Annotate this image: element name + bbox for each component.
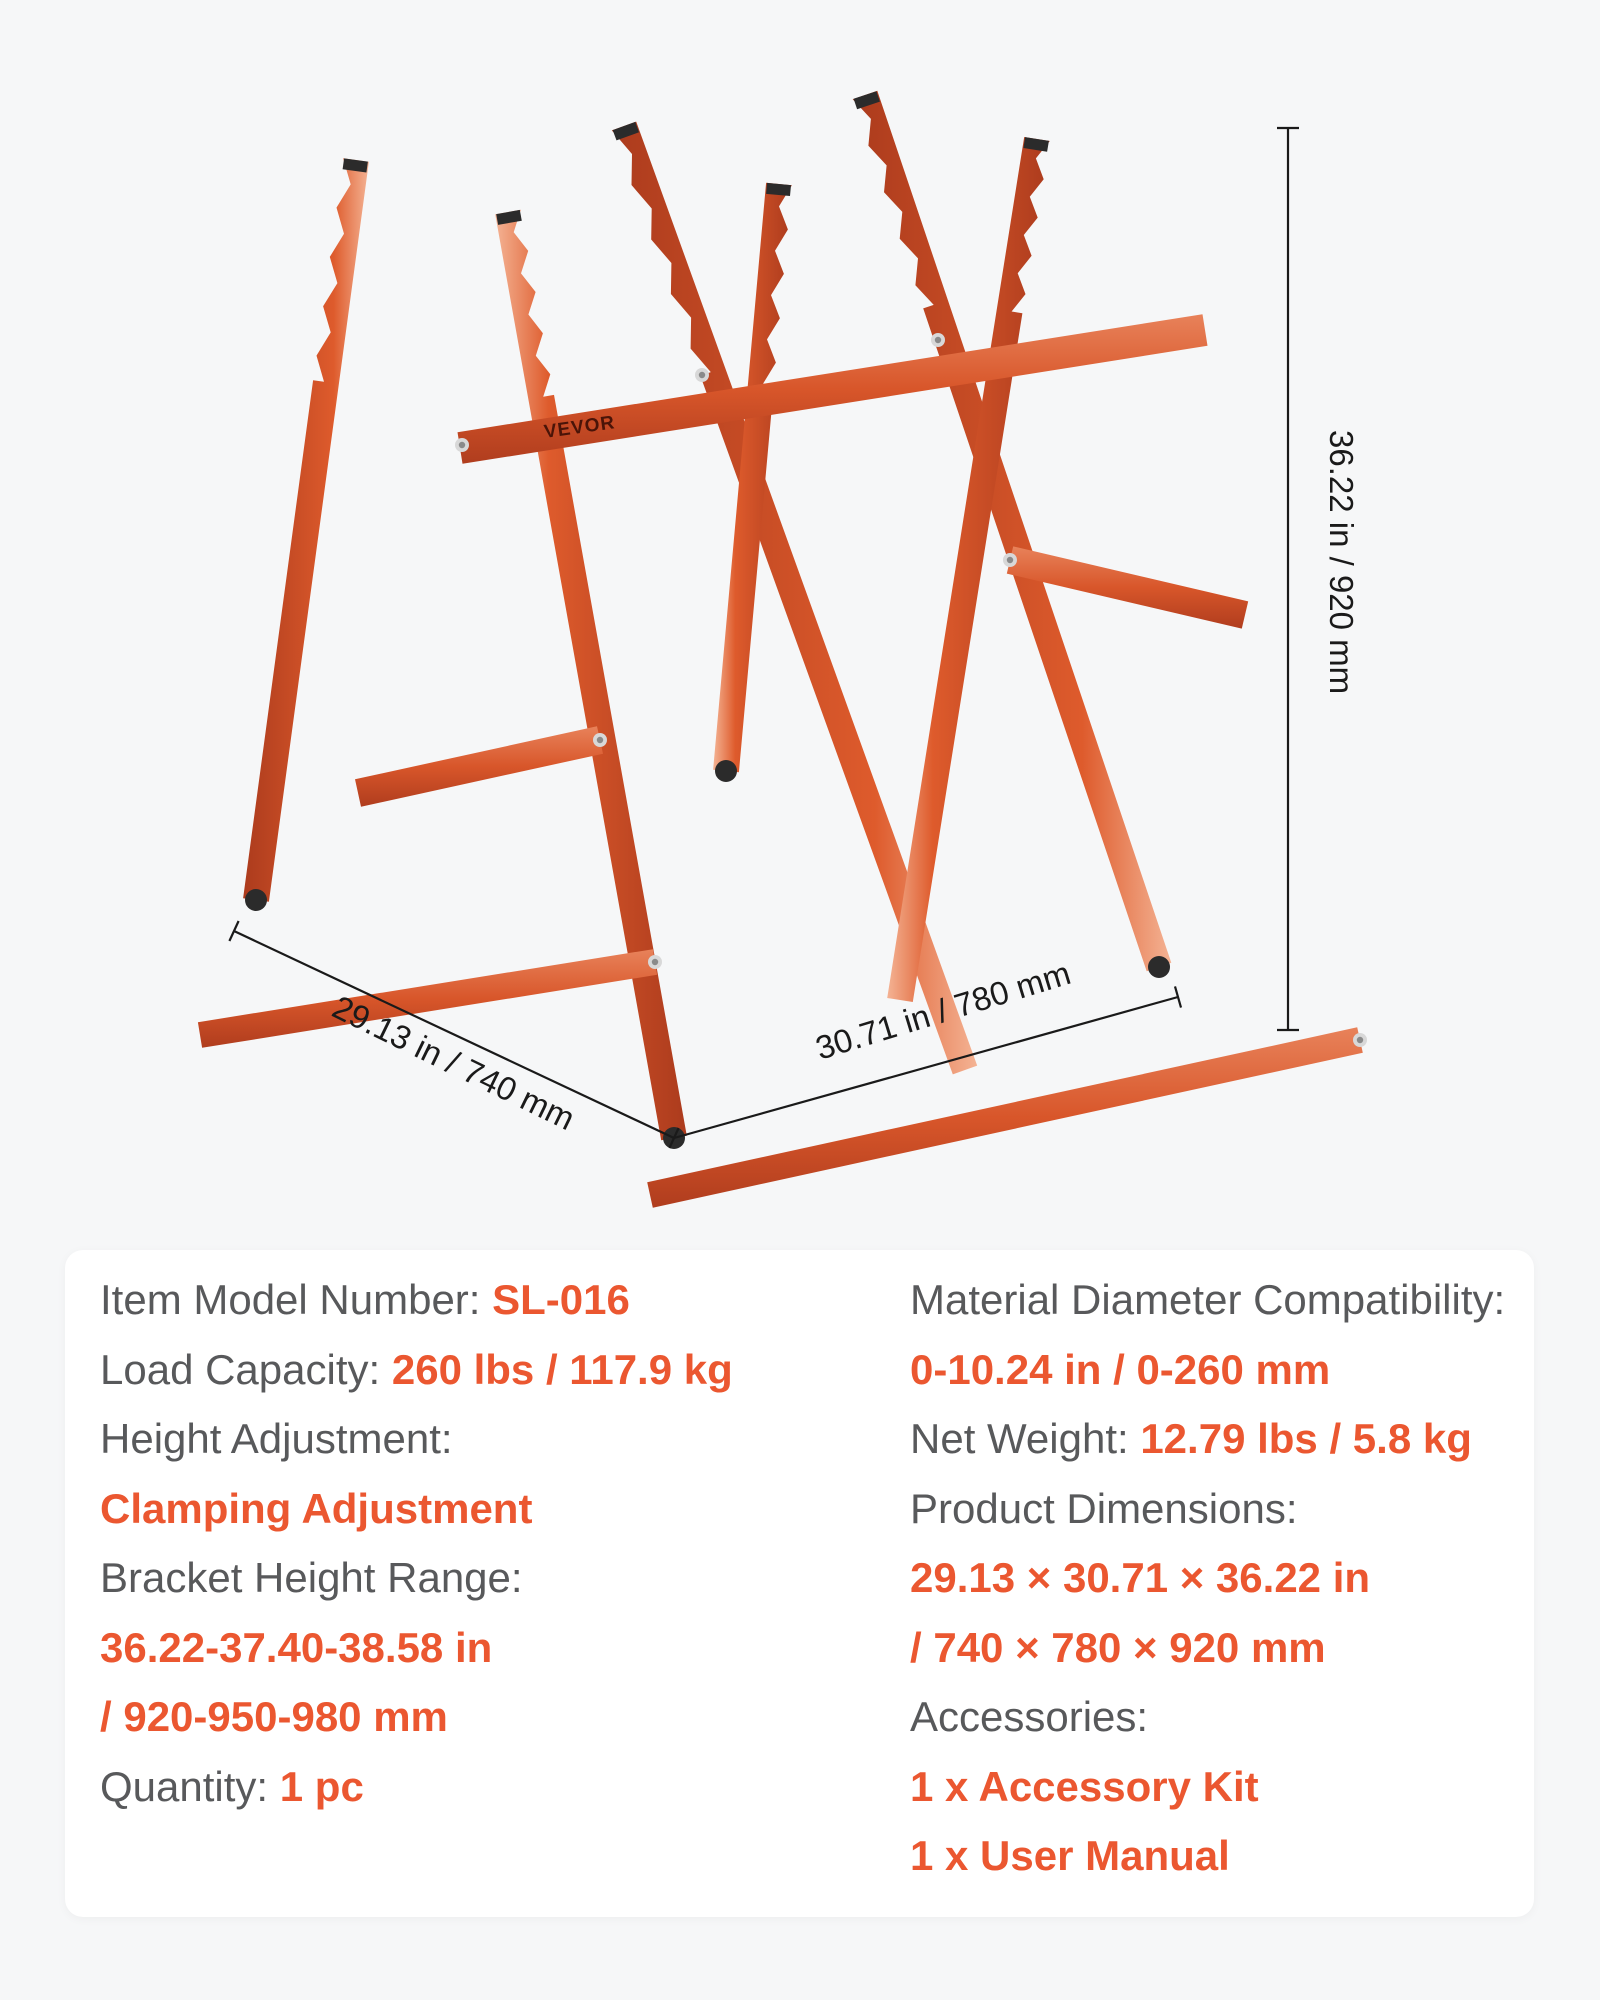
svg-text:36.22 in / 920 mm: 36.22 in / 920 mm	[1323, 430, 1360, 694]
svg-text:29.13 in / 740 mm: 29.13 in / 740 mm	[327, 988, 581, 1137]
